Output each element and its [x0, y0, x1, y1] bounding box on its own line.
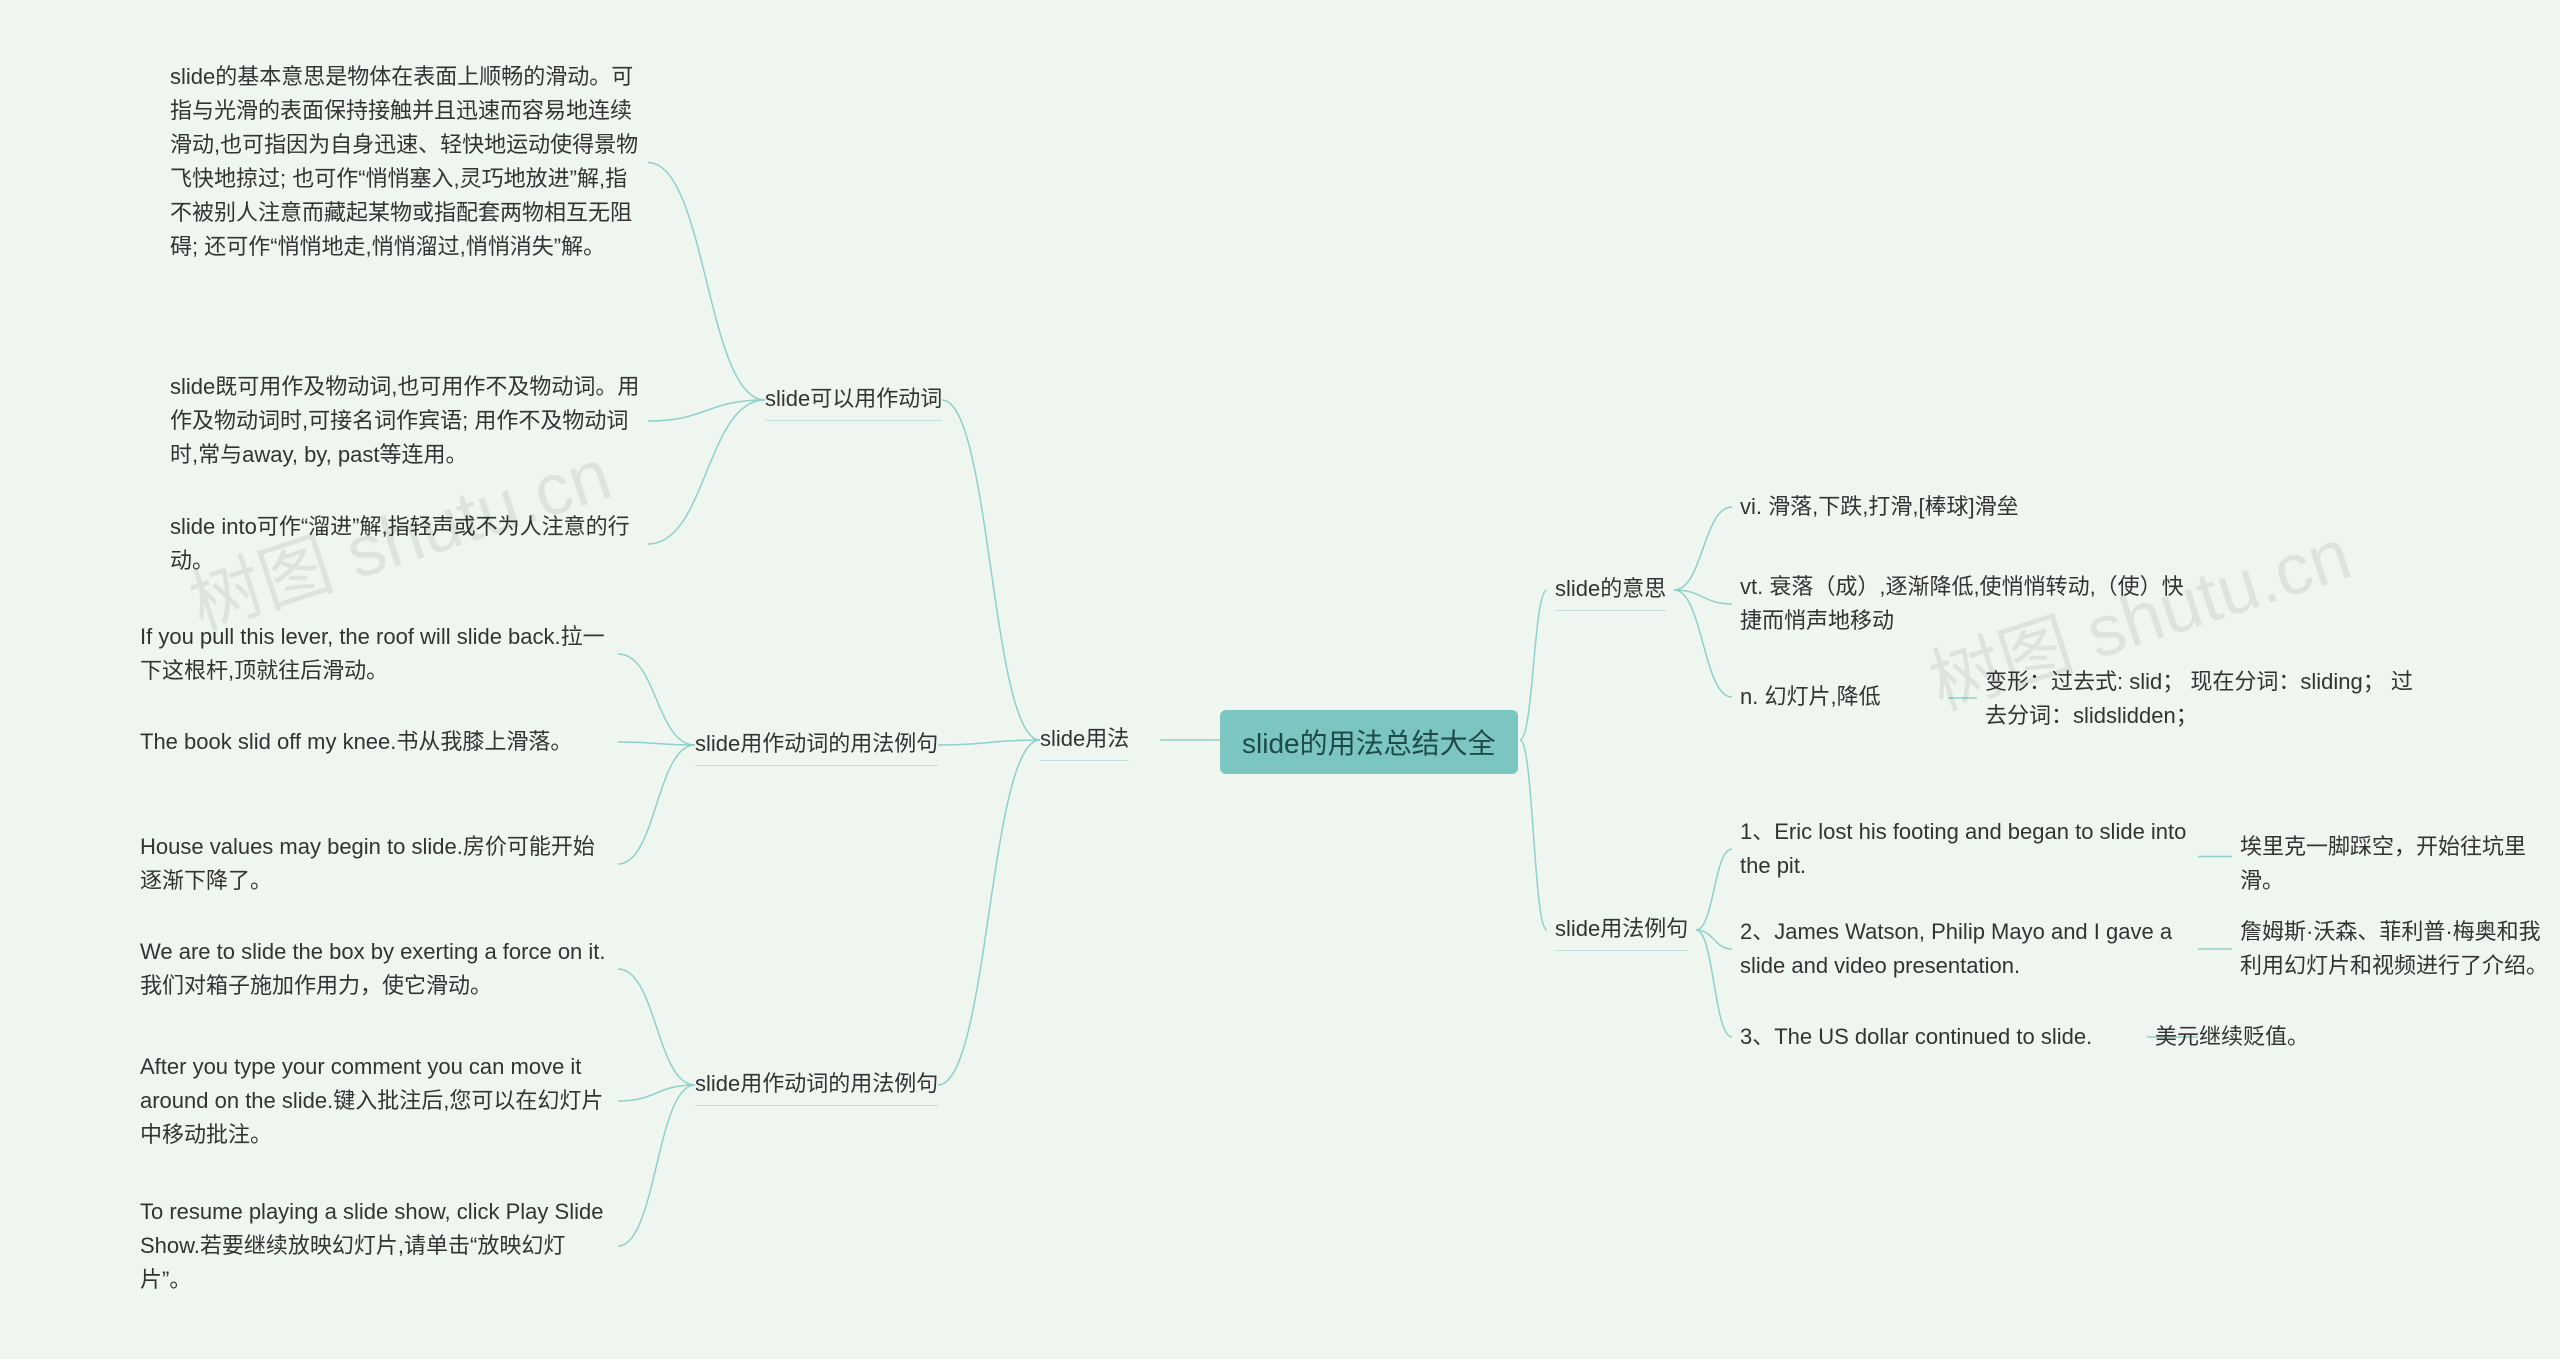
- root-node: slide的用法总结大全: [1220, 710, 1518, 774]
- left-leaf-1-2: House values may begin to slide.房价可能开始逐渐…: [140, 830, 610, 898]
- left-leaf-1-1: The book slid off my knee.书从我膝上滑落。: [140, 725, 610, 759]
- left-group-0: slide可以用作动词: [765, 382, 942, 421]
- right-sub-1-1: 詹姆斯·沃森、菲利普·梅奥和我利用幻灯片和视频进行了介绍。: [2240, 915, 2550, 983]
- left-leaf-2-0: We are to slide the box by exerting a fo…: [140, 935, 610, 1003]
- right-leaf-0-0: vi. 滑落,下跌,打滑,[棒球]滑垒: [1740, 490, 2190, 524]
- left-leaf-0-1: slide既可用作及物动词,也可用作不及物动词。用作及物动词时,可接名词作宾语;…: [170, 370, 640, 472]
- right-sub-1-0: 埃里克一脚踩空，开始往坑里滑。: [2240, 830, 2540, 898]
- right-group-1: slide用法例句: [1555, 912, 1688, 951]
- left-leaf-2-2: To resume playing a slide show, click Pl…: [140, 1195, 610, 1297]
- left-group-2: slide用作动词的用法例句: [695, 1067, 938, 1106]
- right-sub-1-2: 美元继续贬值。: [2155, 1020, 2405, 1054]
- left-group-1: slide用作动词的用法例句: [695, 727, 938, 766]
- branch-usage: slide用法: [1040, 722, 1129, 761]
- right-leaf-0-2: n. 幻灯片,降低: [1740, 680, 1940, 714]
- right-leaf-1-1: 2、James Watson, Philip Mayo and I gave a…: [1740, 915, 2190, 983]
- right-sub-0-2: 变形：过去式: slid； 现在分词：sliding； 过去分词：slidsli…: [1985, 665, 2425, 733]
- right-group-0: slide的意思: [1555, 572, 1666, 611]
- watermark-2: n: [938, 1336, 1001, 1359]
- right-leaf-1-2: 3、The US dollar continued to slide.: [1740, 1020, 2190, 1054]
- right-leaf-1-0: 1、Eric lost his footing and began to sli…: [1740, 815, 2190, 883]
- left-leaf-0-0: slide的基本意思是物体在表面上顺畅的滑动。可指与光滑的表面保持接触并且迅速而…: [170, 60, 640, 265]
- left-leaf-0-2: slide into可作“溜进”解,指轻声或不为人注意的行动。: [170, 510, 640, 578]
- right-leaf-0-1: vt. 衰落（成）,逐渐降低,使悄悄转动,（使）快捷而悄声地移动: [1740, 570, 2190, 638]
- left-leaf-1-0: If you pull this lever, the roof will sl…: [140, 620, 610, 688]
- left-leaf-2-1: After you type your comment you can move…: [140, 1050, 610, 1152]
